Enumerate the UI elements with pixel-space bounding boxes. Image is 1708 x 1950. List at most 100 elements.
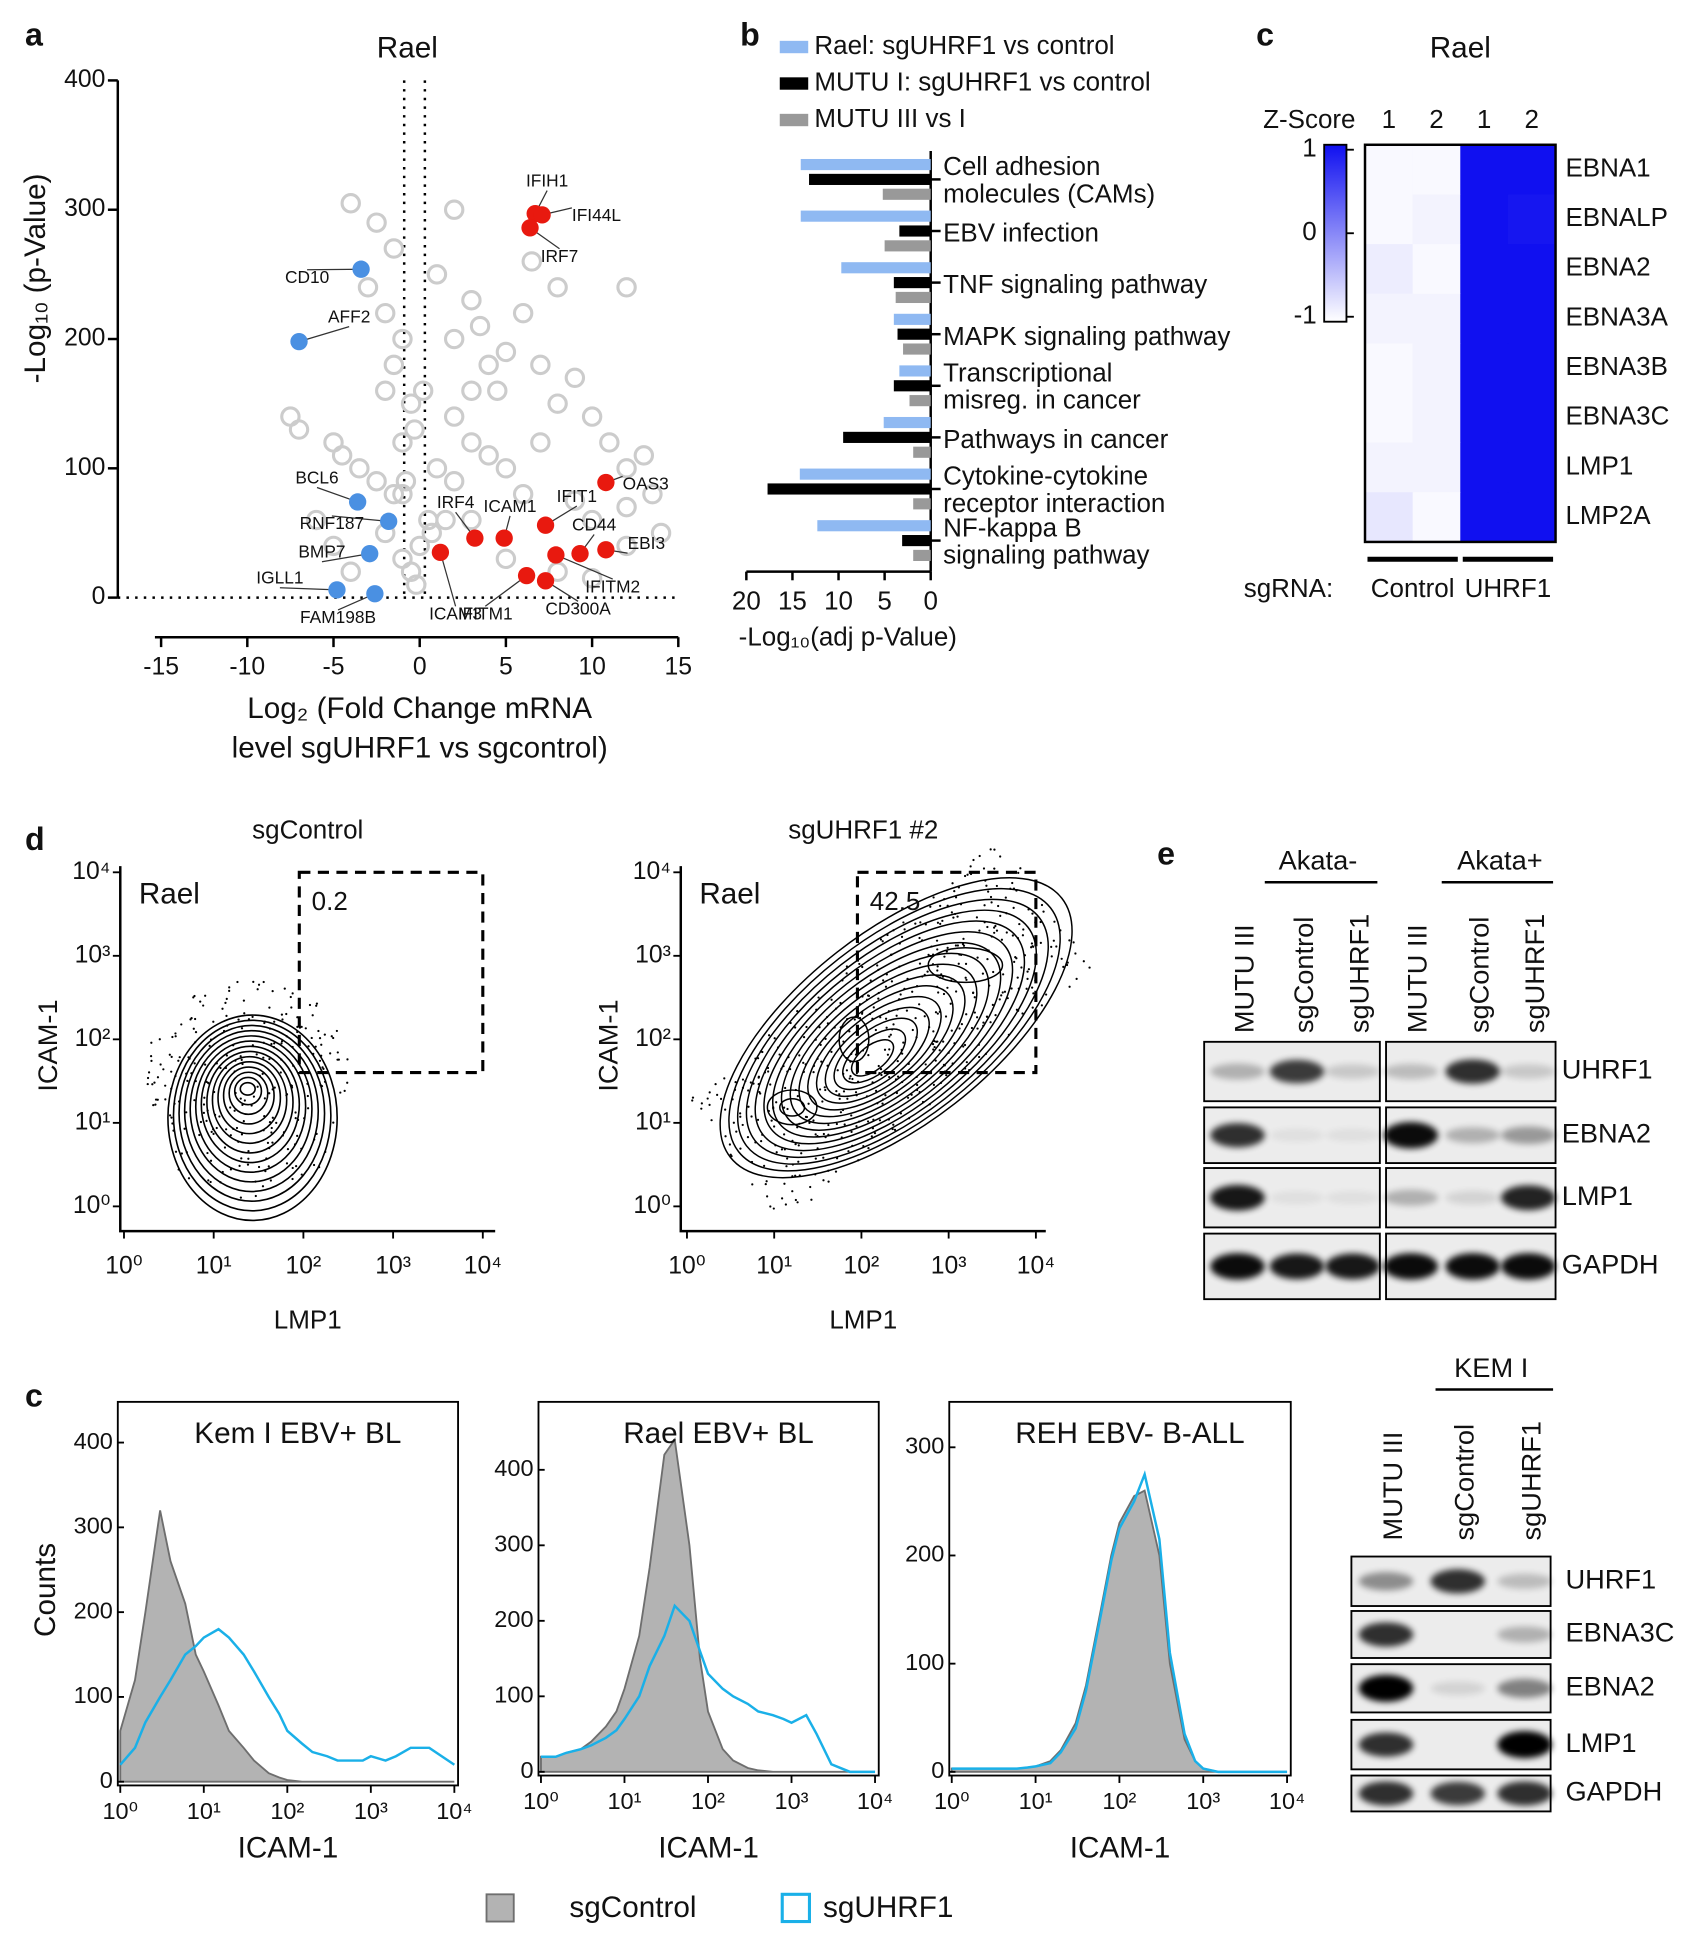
event-dot: [821, 1100, 824, 1103]
group-label: Control: [1371, 573, 1455, 603]
event-dot: [952, 916, 955, 919]
event-dot: [888, 1075, 891, 1079]
contour: [780, 952, 990, 1131]
event-dot: [212, 1132, 215, 1136]
event-dot: [936, 948, 939, 951]
point: [616, 277, 637, 298]
event-dot: [872, 1118, 875, 1121]
event-dot: [972, 991, 975, 994]
point: [435, 509, 456, 531]
event-dot: [1053, 920, 1056, 923]
event-dot: [256, 988, 259, 991]
highlight-point: [517, 566, 536, 585]
gene-label: IGLL1: [256, 568, 303, 588]
event-dot: [193, 1099, 196, 1102]
point: [323, 535, 344, 557]
colorbar: [1323, 143, 1348, 323]
x-axis-label: ICAM-1: [658, 1832, 759, 1865]
event-dot: [890, 980, 894, 983]
point: [383, 483, 405, 505]
y-tick-label: 10³: [635, 941, 671, 968]
highlight-point: [290, 332, 308, 351]
event-dot: [224, 1001, 227, 1005]
blot-band: [1430, 1781, 1486, 1806]
x-tick-label: 10⁴: [436, 1798, 472, 1824]
x-tick-label: 0: [923, 585, 937, 615]
event-dot: [955, 990, 958, 993]
event-dot: [888, 1035, 891, 1038]
event-dot: [972, 858, 975, 862]
blot-band: [1269, 1059, 1325, 1084]
event-dot: [751, 1183, 754, 1186]
event-dot: [827, 1123, 830, 1127]
event-dot: [254, 1194, 257, 1198]
event-dot: [994, 1014, 997, 1017]
event-dot: [791, 1190, 794, 1193]
gene-label: RNF187: [300, 513, 364, 533]
event-dot: [286, 1147, 290, 1151]
blot-band: [1358, 1572, 1414, 1591]
event-dot: [877, 997, 880, 1000]
event-dot: [209, 1159, 213, 1162]
point: [530, 432, 551, 453]
leader-line: [298, 326, 350, 343]
event-dot: [927, 953, 930, 957]
protein-label: UHRF1: [1565, 1563, 1656, 1594]
blot-band: [1497, 1573, 1552, 1589]
lane-label: sgControl: [1288, 917, 1319, 1033]
y-tick-label: 300: [494, 1531, 533, 1557]
x-tick-label: 10¹: [756, 1253, 792, 1280]
y-tick-label: 10⁴: [633, 858, 671, 885]
event-dot: [154, 1103, 157, 1106]
point: [404, 419, 425, 440]
event-dot: [936, 1040, 939, 1043]
event-dot: [1075, 977, 1078, 980]
gene-label: IFIT1: [557, 486, 597, 506]
heatmap-cell: [1412, 293, 1461, 344]
event-dot: [1072, 941, 1075, 944]
event-dot: [1055, 945, 1058, 948]
row-label: EBNA2: [1565, 252, 1650, 282]
event-dot: [879, 938, 883, 941]
event-dot: [170, 1055, 173, 1058]
contour: [927, 947, 1004, 984]
event-dot: [882, 979, 885, 982]
chart-title: sgUHRF1 #2: [788, 814, 938, 844]
event-dot: [845, 1069, 849, 1072]
event-dot: [769, 1205, 772, 1208]
event-dot: [879, 1016, 882, 1019]
x-axis-label: LMP1: [829, 1304, 897, 1334]
bar: [913, 498, 931, 510]
event-dot: [1030, 942, 1034, 945]
y-tick-label: 300: [905, 1433, 944, 1459]
event-dot: [271, 1116, 274, 1119]
contour: [789, 963, 978, 1125]
event-dot: [998, 998, 1001, 1001]
blot-band: [1497, 1626, 1552, 1643]
event-dot: [796, 1094, 799, 1098]
event-dot: [177, 1168, 180, 1171]
event-dot: [146, 1082, 149, 1086]
event-dot: [221, 1007, 224, 1010]
event-dot: [780, 1148, 784, 1151]
event-dot: [708, 1103, 711, 1107]
highlight-point: [348, 493, 367, 511]
contour: [754, 920, 1026, 1152]
category-label: Cell adhesion: [943, 151, 1100, 181]
event-dot: [778, 1053, 781, 1056]
highlight-point: [536, 572, 555, 590]
event-dot: [700, 1102, 703, 1105]
event-dot: [843, 1123, 846, 1126]
row-label: LMP1: [1565, 450, 1633, 480]
x-tick-label: 10⁴: [1269, 1788, 1305, 1814]
lane-label: sgControl: [1449, 1424, 1480, 1541]
point: [478, 445, 499, 466]
gene-label: FAM198B: [300, 607, 376, 627]
event-dot: [285, 1162, 289, 1165]
point: [426, 264, 448, 285]
event-dot: [812, 1119, 815, 1122]
event-dot: [747, 1105, 750, 1108]
event-dot: [336, 1051, 339, 1054]
event-dot: [757, 1075, 761, 1078]
